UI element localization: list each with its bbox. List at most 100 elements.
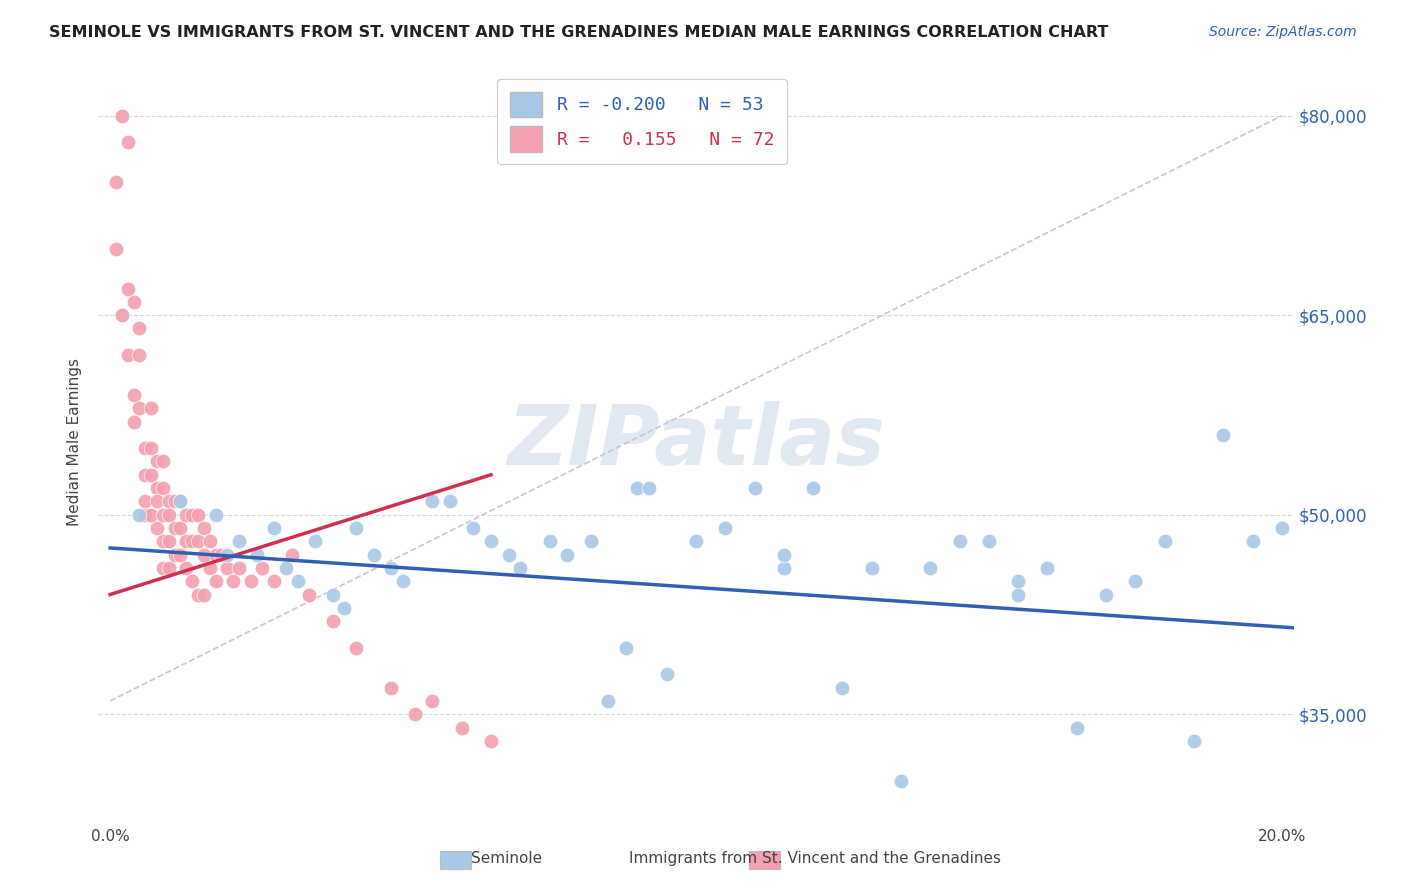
Point <box>1271 521 1294 535</box>
Point <box>152 508 174 522</box>
Point <box>555 548 578 562</box>
Point <box>363 548 385 562</box>
Point <box>204 508 226 522</box>
Text: Source: ZipAtlas.com: Source: ZipAtlas.com <box>1209 25 1357 39</box>
Point <box>252 561 274 575</box>
Point <box>117 282 139 296</box>
Point <box>117 135 139 149</box>
Point <box>174 508 197 522</box>
Point <box>263 574 285 589</box>
Point <box>380 561 402 575</box>
Point <box>128 321 150 335</box>
Text: SEMINOLE VS IMMIGRANTS FROM ST. VINCENT AND THE GRENADINES MEDIAN MALE EARNINGS : SEMINOLE VS IMMIGRANTS FROM ST. VINCENT … <box>49 25 1108 40</box>
Text: Immigrants from St. Vincent and the Grenadines: Immigrants from St. Vincent and the Gren… <box>630 851 1001 865</box>
Text: ZIPatlas: ZIPatlas <box>508 401 884 482</box>
Point <box>479 734 502 748</box>
Point <box>1241 534 1264 549</box>
Point <box>773 548 796 562</box>
Point <box>1036 561 1059 575</box>
Point <box>146 454 169 468</box>
Point <box>146 521 169 535</box>
Point <box>146 494 169 508</box>
Point <box>890 773 912 788</box>
Point <box>392 574 415 589</box>
Point <box>187 534 209 549</box>
Point <box>157 534 180 549</box>
Point <box>163 521 186 535</box>
Point <box>344 521 367 535</box>
Point <box>1095 587 1118 601</box>
Point <box>773 561 796 575</box>
Point <box>831 681 853 695</box>
Point <box>263 521 285 535</box>
Point <box>163 494 186 508</box>
Point <box>152 561 174 575</box>
Point <box>404 707 426 722</box>
Point <box>141 441 163 455</box>
Point <box>977 534 1000 549</box>
Point <box>1007 574 1029 589</box>
Point <box>105 242 128 256</box>
Point <box>1212 428 1234 442</box>
Point <box>152 481 174 495</box>
Point <box>181 508 204 522</box>
Point <box>744 481 766 495</box>
Text: Seminole: Seminole <box>471 851 541 865</box>
Point <box>287 574 309 589</box>
Point <box>626 481 648 495</box>
Point <box>141 467 163 482</box>
Point <box>169 494 191 508</box>
Point <box>228 561 250 575</box>
Point <box>128 348 150 362</box>
Point <box>1153 534 1175 549</box>
Point <box>141 401 163 416</box>
Point <box>1007 587 1029 601</box>
Point <box>538 534 561 549</box>
Point <box>157 508 180 522</box>
Point <box>134 494 156 508</box>
Point <box>920 561 942 575</box>
Point <box>1182 734 1205 748</box>
Point <box>479 534 502 549</box>
Point <box>274 561 297 575</box>
Point <box>498 548 520 562</box>
Point <box>298 587 321 601</box>
Point <box>801 481 824 495</box>
Point <box>322 587 344 601</box>
Legend: R = -0.200   N = 53, R =   0.155   N = 72: R = -0.200 N = 53, R = 0.155 N = 72 <box>498 79 787 164</box>
Point <box>134 508 156 522</box>
Point <box>111 308 134 322</box>
Y-axis label: Median Male Earnings: Median Male Earnings <box>67 358 83 525</box>
Point <box>169 548 191 562</box>
Point <box>111 109 134 123</box>
Point <box>134 441 156 455</box>
Point <box>187 587 209 601</box>
Point <box>222 574 245 589</box>
Point <box>117 348 139 362</box>
Point <box>198 561 221 575</box>
Point <box>146 481 169 495</box>
Point <box>439 494 461 508</box>
Point <box>128 508 150 522</box>
Point <box>128 401 150 416</box>
Point <box>509 561 531 575</box>
Point <box>948 534 970 549</box>
Point <box>193 587 215 601</box>
Point <box>638 481 661 495</box>
Point <box>344 640 367 655</box>
Point <box>122 388 145 402</box>
Point <box>193 548 215 562</box>
Point <box>198 534 221 549</box>
Point <box>157 561 180 575</box>
Point <box>1125 574 1147 589</box>
Point <box>333 600 356 615</box>
Point <box>246 548 269 562</box>
Point <box>217 548 239 562</box>
Point <box>860 561 883 575</box>
Point <box>463 521 485 535</box>
Point <box>174 561 197 575</box>
Point <box>304 534 326 549</box>
Point <box>239 574 262 589</box>
Point <box>579 534 602 549</box>
Point <box>204 574 226 589</box>
